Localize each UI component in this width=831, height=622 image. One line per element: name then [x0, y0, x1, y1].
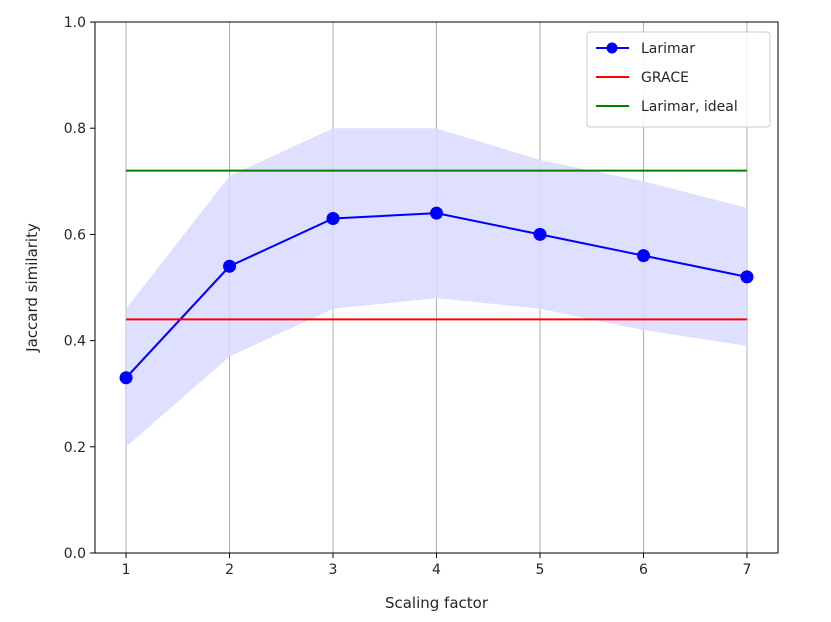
x-tick-label: 7: [742, 562, 751, 578]
legend-label: Larimar, ideal: [641, 99, 738, 115]
x-tick-label: 2: [225, 562, 234, 578]
x-tick-label: 1: [122, 562, 131, 578]
data-point: [223, 259, 237, 273]
legend-marker: [606, 42, 618, 54]
y-tick-label: 0.0: [64, 546, 86, 562]
y-tick-label: 1.0: [64, 15, 86, 31]
x-axis-label: Scaling factor: [385, 594, 489, 612]
x-tick-label: 6: [639, 562, 648, 578]
confidence-band: [126, 128, 747, 447]
legend: Larimar GRACE Larimar, ideal: [586, 31, 771, 128]
series-markers: [119, 206, 754, 385]
data-point: [326, 211, 340, 225]
data-point: [740, 270, 754, 284]
data-point: [636, 249, 650, 263]
data-point: [119, 371, 133, 385]
y-tick-label: 0.8: [64, 121, 86, 137]
data-point: [430, 206, 443, 220]
y-tick-label: 0.2: [64, 440, 86, 456]
legend-box: [586, 31, 771, 128]
y-tick-label: 0.6: [64, 227, 86, 243]
confidence-band-layer: [126, 128, 747, 447]
x-tick-label: 4: [432, 562, 441, 578]
data-point: [533, 227, 547, 241]
axis-ticks: 1 2 3 4 5 6 7 0.0 0.2 0.4 0.6 0.8 1.0: [64, 15, 752, 578]
legend-label: GRACE: [641, 70, 689, 86]
x-tick-label: 3: [329, 562, 338, 578]
y-axis-label: Jaccard similarity: [23, 223, 41, 353]
legend-label: Larimar: [641, 41, 695, 57]
x-tick-label: 5: [536, 562, 545, 578]
y-tick-label: 0.4: [64, 334, 86, 350]
